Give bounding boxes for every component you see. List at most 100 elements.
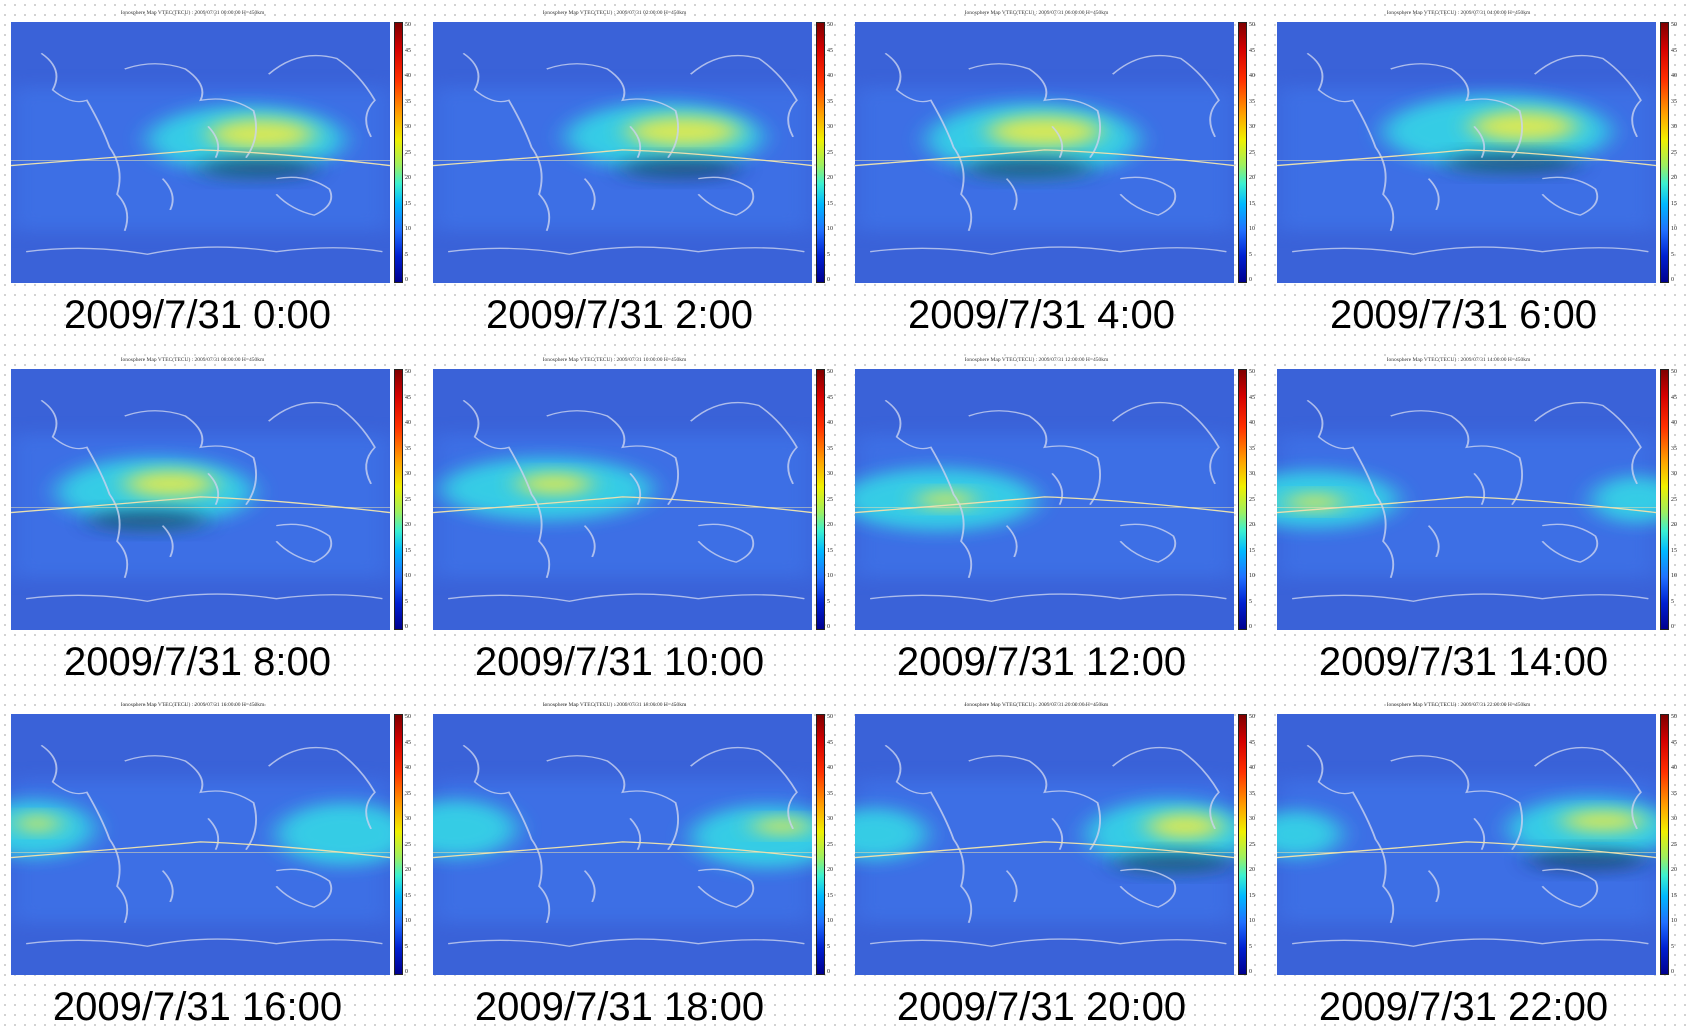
- magnetic-equator-line: [1277, 496, 1656, 514]
- coastline: [1427, 126, 1486, 211]
- colorbar-tick-label: 30: [1249, 816, 1255, 822]
- colorbar-tick-label: 15: [405, 200, 411, 207]
- colorbar-tick-label: 0: [827, 969, 830, 975]
- vtec-panel: Ionosphere Map VTEC(TECU) : 2009/07/31 1…: [844, 355, 1255, 685]
- colorbar-tick-label: 45: [405, 47, 411, 54]
- magnetic-equator-line: [433, 841, 812, 859]
- colorbar-tick-label: 10: [405, 226, 411, 232]
- colorbar-tick-label: 50: [1249, 714, 1255, 720]
- vtec-panel: Ionosphere Map VTEC(TECU) : 2009/07/31 1…: [422, 355, 833, 685]
- coastline: [40, 399, 129, 578]
- colorbar-tick-label: 35: [405, 98, 411, 105]
- colorbar-tick-label: 15: [1671, 200, 1677, 207]
- coastline: [124, 755, 257, 851]
- colorbar-tick-label: 30: [1671, 816, 1677, 822]
- map-title: Ionosphere Map VTEC(TECU) : 2009/07/31 1…: [964, 357, 1109, 363]
- vtec-panel: Ionosphere Map VTEC(TECU) : 2009/07/31 0…: [844, 8, 1255, 338]
- colorbar-tick-label: 5: [405, 943, 408, 950]
- colorbar-tick-label: 40: [405, 420, 411, 426]
- coastline: [25, 593, 383, 602]
- colorbar-tick-label: 20: [405, 175, 411, 181]
- colorbar-tick-label: 20: [827, 867, 833, 873]
- timestamp-caption: 2009/7/31 2:00: [486, 293, 753, 337]
- timestamp-caption: 2009/7/31 4:00: [908, 293, 1175, 337]
- coastline: [1427, 818, 1486, 903]
- colorbar-tick-label: 15: [827, 892, 833, 899]
- colorbar-tick-label: 35: [827, 790, 833, 797]
- colorbar-tick-label: 45: [1249, 739, 1255, 746]
- timestamp-caption: 2009/7/31 8:00: [64, 640, 331, 684]
- timestamp-caption: 2009/7/31 6:00: [1330, 293, 1597, 337]
- coastline: [124, 63, 257, 159]
- map-title: Ionosphere Map VTEC(TECU) : 2009/07/31 1…: [542, 702, 687, 708]
- colorbar-tick-label: 35: [405, 790, 411, 797]
- colorbar-tick-label: 45: [1249, 394, 1255, 401]
- coastline: [275, 868, 333, 908]
- vtec-colorbar: [1238, 714, 1247, 975]
- colorbar-tick-label: 35: [1249, 790, 1255, 797]
- tec-peak: [516, 473, 593, 495]
- colorbar-tick-label: 0: [1249, 969, 1252, 975]
- colorbar-tick-label: 5: [1249, 598, 1252, 605]
- magnetic-equator-line: [1277, 149, 1656, 167]
- colorbar-tick-label: 25: [1249, 496, 1255, 503]
- colorbar-tick-label: 50: [1671, 22, 1677, 28]
- colorbar-tick-label: 30: [827, 124, 833, 130]
- colorbar-tick-label: 20: [405, 867, 411, 873]
- colorbar-tick-label: 15: [1671, 892, 1677, 899]
- timestamp-caption: 2009/7/31 0:00: [64, 293, 331, 337]
- coastline: [1291, 246, 1649, 255]
- colorbar-tick-label: 0: [1671, 277, 1674, 283]
- world-vtec-map: [433, 22, 812, 283]
- vtec-panel: Ionosphere Map VTEC(TECU) : 2009/07/31 0…: [0, 355, 411, 685]
- colorbar-tick-label: 5: [405, 251, 408, 258]
- vtec-colorbar: [1660, 22, 1669, 283]
- colorbar-tick-label: 0: [1249, 277, 1252, 283]
- coastline: [1005, 473, 1064, 558]
- colorbar-tick-labels: 50 45 40 35 30 25 20 15 10 5 0: [1671, 22, 1685, 283]
- colorbar-tick-label: 50: [1671, 714, 1677, 720]
- coastline: [869, 246, 1227, 255]
- magnetic-equator-line: [11, 496, 390, 514]
- colorbar-tick-label: 25: [1671, 149, 1677, 156]
- colorbar-tick-label: 20: [1249, 522, 1255, 528]
- magnetic-equator-line: [855, 149, 1234, 167]
- coastline: [40, 744, 129, 923]
- coastline: [25, 246, 383, 255]
- colorbar-tick-label: 5: [1249, 251, 1252, 258]
- colorbar-tick-label: 20: [1671, 867, 1677, 873]
- colorbar-tick-label: 15: [1249, 892, 1255, 899]
- map-title: Ionosphere Map VTEC(TECU) : 2009/07/31 1…: [542, 357, 687, 363]
- coastline: [1390, 63, 1523, 159]
- colorbar-tick-label: 20: [827, 522, 833, 528]
- coastline: [697, 868, 755, 908]
- colorbar-tick-labels: 50 45 40 35 30 25 20 15 10 5 0: [1671, 714, 1685, 975]
- colorbar-tick-label: 25: [405, 841, 411, 848]
- colorbar-tick-label: 30: [405, 816, 411, 822]
- colorbar-tick-label: 50: [1249, 369, 1255, 375]
- colorbar-tick-label: 40: [1249, 420, 1255, 426]
- world-vtec-map: [11, 714, 390, 975]
- colorbar-tick-label: 50: [827, 714, 833, 720]
- vtec-colorbar: [816, 22, 825, 283]
- coastline: [161, 473, 220, 558]
- colorbar-tick-label: 50: [405, 22, 411, 28]
- vtec-panel: Ionosphere Map VTEC(TECU) : 2009/07/31 1…: [0, 700, 411, 1030]
- world-vtec-map: [855, 369, 1234, 630]
- colorbar-tick-label: 45: [405, 394, 411, 401]
- coastline: [583, 473, 642, 558]
- coastline: [1005, 818, 1064, 903]
- tec-trough: [196, 157, 318, 179]
- colorbar-tick-label: 40: [827, 73, 833, 79]
- tec-anomaly: [855, 807, 927, 861]
- coastline: [1541, 176, 1599, 216]
- coastline: [546, 63, 679, 159]
- coastline: [1541, 523, 1599, 563]
- colorbar-tick-label: 0: [827, 624, 830, 630]
- colorbar-tick-label: 25: [827, 496, 833, 503]
- tec-peak: [987, 115, 1102, 148]
- colorbar-tick-label: 50: [1671, 369, 1677, 375]
- vtec-colorbar: [816, 369, 825, 630]
- colorbar-tick-label: 10: [827, 226, 833, 232]
- world-vtec-map: [11, 369, 390, 630]
